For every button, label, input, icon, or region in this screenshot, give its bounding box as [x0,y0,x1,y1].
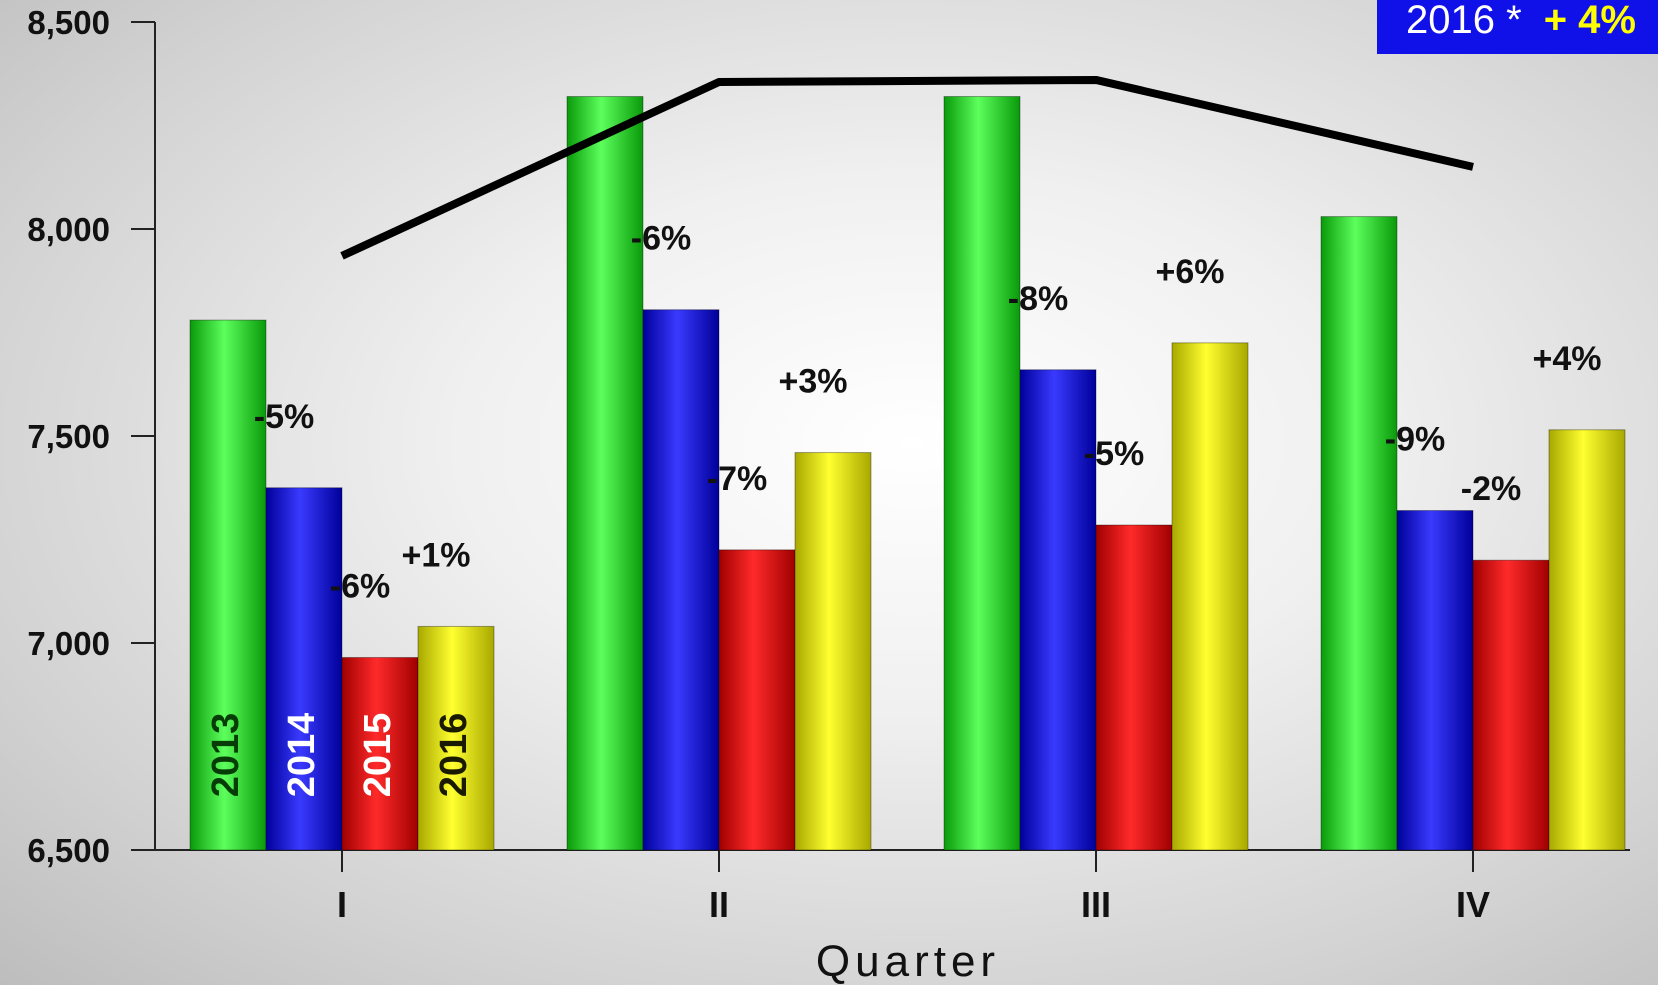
series-label-2014: 2014 [281,713,323,798]
series-label-2016: 2016 [433,713,475,798]
series-label-2013: 2013 [205,713,247,798]
y-tick-label: 6,500 [27,832,110,869]
annotation-text: 2016 * [1406,0,1522,42]
x-axis-title: Quarter [816,937,1000,985]
x-tick-label: III [1081,884,1111,925]
annotation-value: + 4% [1543,0,1636,42]
bar-2015-III [1095,524,1173,851]
data-label: -5% [254,398,314,436]
y-tick-label: 8,500 [27,4,110,41]
data-label: -5% [1084,435,1144,473]
annotation-badge: 2016 * + 4% [1377,0,1658,54]
data-label: -6% [330,567,390,605]
bar-2015-IV [1472,559,1550,851]
bar-2014-I [265,487,343,851]
bar-2014-IV [1396,510,1474,851]
bar-2013-IV [1320,216,1398,851]
bar-2016-III [1171,342,1249,851]
data-label: -8% [1008,280,1068,318]
trend-line [340,75,1474,260]
bar-2013-I [189,319,267,851]
bar-2016-IV [1548,429,1626,851]
data-label: -7% [707,460,767,498]
data-label: +1% [402,536,471,574]
data-label: -6% [631,220,691,258]
data-labels: 2013 -5% 2014 -6% 2015 +1% 2016 -6% -7% +3% -8% -5%… [205,220,1601,798]
x-tick-label: II [709,884,729,925]
data-label: +3% [779,363,848,401]
y-tick-label: 8,000 [27,211,110,248]
data-label: -9% [1385,421,1445,459]
x-tick-label: I [337,884,347,925]
x-tick-label: IV [1456,884,1490,925]
trend-line-layer [340,75,1474,260]
y-tick-label: 7,000 [27,625,110,662]
data-label: -2% [1461,470,1521,508]
bars [189,96,1626,851]
bar-2015-II [718,549,796,851]
bar-2013-II [566,96,644,851]
y-tick-label: 7,500 [27,418,110,455]
bar-2016-I [417,625,495,851]
bar-2014-III [1019,369,1097,851]
bar-2016-II [794,452,872,851]
bar-2014-II [642,309,720,851]
data-label: +6% [1156,253,1225,291]
bar-2013-III [943,96,1021,851]
series-label-2015: 2015 [357,713,399,798]
bar-2015-I [341,656,419,851]
data-label: +4% [1533,340,1602,378]
